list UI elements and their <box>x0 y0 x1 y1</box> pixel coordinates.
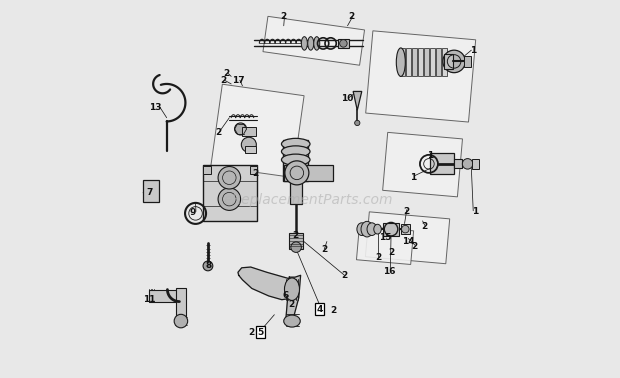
FancyBboxPatch shape <box>143 180 159 202</box>
Text: 1: 1 <box>472 207 478 216</box>
Ellipse shape <box>281 146 310 157</box>
FancyBboxPatch shape <box>454 160 462 168</box>
Text: 2: 2 <box>281 12 287 21</box>
FancyBboxPatch shape <box>290 233 303 249</box>
Text: 6: 6 <box>283 291 289 301</box>
FancyBboxPatch shape <box>338 39 348 48</box>
Circle shape <box>285 161 309 185</box>
FancyBboxPatch shape <box>283 140 309 181</box>
Polygon shape <box>263 16 365 65</box>
FancyBboxPatch shape <box>245 146 256 153</box>
FancyBboxPatch shape <box>175 288 186 322</box>
Ellipse shape <box>285 278 299 301</box>
Ellipse shape <box>361 222 373 237</box>
Text: 2: 2 <box>321 245 327 254</box>
FancyBboxPatch shape <box>430 48 435 76</box>
FancyBboxPatch shape <box>406 48 410 76</box>
Circle shape <box>174 314 188 328</box>
Text: 15: 15 <box>379 233 391 242</box>
FancyBboxPatch shape <box>412 48 417 76</box>
Text: 1: 1 <box>470 46 476 55</box>
Ellipse shape <box>357 223 366 235</box>
Circle shape <box>355 120 360 125</box>
Text: 14: 14 <box>402 237 415 246</box>
Text: 2: 2 <box>292 231 298 240</box>
Ellipse shape <box>367 223 377 235</box>
Circle shape <box>218 166 241 189</box>
Text: 2: 2 <box>249 328 255 337</box>
FancyBboxPatch shape <box>383 223 399 235</box>
Polygon shape <box>356 226 414 265</box>
Polygon shape <box>383 132 463 197</box>
Text: 2: 2 <box>411 242 417 251</box>
Ellipse shape <box>281 154 310 165</box>
FancyBboxPatch shape <box>430 153 454 174</box>
FancyBboxPatch shape <box>203 166 211 174</box>
Text: 2: 2 <box>215 128 221 137</box>
Circle shape <box>203 261 213 271</box>
Polygon shape <box>365 212 450 264</box>
Polygon shape <box>238 267 299 300</box>
Circle shape <box>241 137 256 152</box>
Polygon shape <box>286 275 301 326</box>
Ellipse shape <box>314 37 320 50</box>
Text: 16: 16 <box>383 267 395 276</box>
Text: 1: 1 <box>410 173 416 182</box>
Text: 2: 2 <box>388 248 394 257</box>
FancyBboxPatch shape <box>203 165 257 221</box>
Text: 11: 11 <box>143 295 156 304</box>
Text: 13: 13 <box>149 103 162 112</box>
FancyBboxPatch shape <box>418 48 423 76</box>
Text: 8: 8 <box>206 262 212 270</box>
FancyBboxPatch shape <box>285 164 334 181</box>
Circle shape <box>218 188 241 211</box>
Polygon shape <box>366 31 476 122</box>
Text: 2: 2 <box>224 69 230 78</box>
Circle shape <box>402 225 409 233</box>
FancyBboxPatch shape <box>424 48 428 76</box>
Ellipse shape <box>281 138 310 150</box>
Polygon shape <box>211 84 304 177</box>
Text: 2: 2 <box>221 76 227 85</box>
FancyBboxPatch shape <box>400 48 405 76</box>
FancyBboxPatch shape <box>149 290 179 302</box>
Circle shape <box>443 50 466 73</box>
Polygon shape <box>353 91 362 110</box>
Circle shape <box>234 123 247 135</box>
Circle shape <box>291 242 301 253</box>
FancyBboxPatch shape <box>250 166 257 174</box>
Text: 4: 4 <box>316 305 322 314</box>
Text: 9: 9 <box>190 208 196 217</box>
Text: 2: 2 <box>342 271 348 280</box>
Text: 2: 2 <box>330 307 337 316</box>
Ellipse shape <box>301 37 308 50</box>
FancyBboxPatch shape <box>464 56 471 67</box>
Text: 2: 2 <box>252 169 259 178</box>
FancyBboxPatch shape <box>472 159 479 169</box>
Text: 7: 7 <box>146 188 153 197</box>
Text: 17: 17 <box>232 76 244 85</box>
Text: 2: 2 <box>403 207 409 216</box>
Text: 10: 10 <box>340 94 353 104</box>
Text: 2: 2 <box>422 222 428 231</box>
Text: eReplacementParts.com: eReplacementParts.com <box>223 193 393 207</box>
Ellipse shape <box>284 315 300 327</box>
FancyBboxPatch shape <box>445 54 453 69</box>
Ellipse shape <box>374 224 381 234</box>
Text: 2: 2 <box>348 12 355 21</box>
Text: 5: 5 <box>257 328 264 337</box>
Ellipse shape <box>308 37 314 50</box>
Ellipse shape <box>396 48 405 76</box>
Circle shape <box>463 159 473 169</box>
FancyBboxPatch shape <box>442 48 446 76</box>
FancyBboxPatch shape <box>436 48 441 76</box>
Text: 2: 2 <box>375 253 381 262</box>
FancyBboxPatch shape <box>401 224 410 234</box>
Circle shape <box>340 40 347 47</box>
Text: 1: 1 <box>427 151 433 160</box>
FancyBboxPatch shape <box>291 180 302 204</box>
Text: 2: 2 <box>288 300 294 309</box>
FancyBboxPatch shape <box>242 127 255 136</box>
